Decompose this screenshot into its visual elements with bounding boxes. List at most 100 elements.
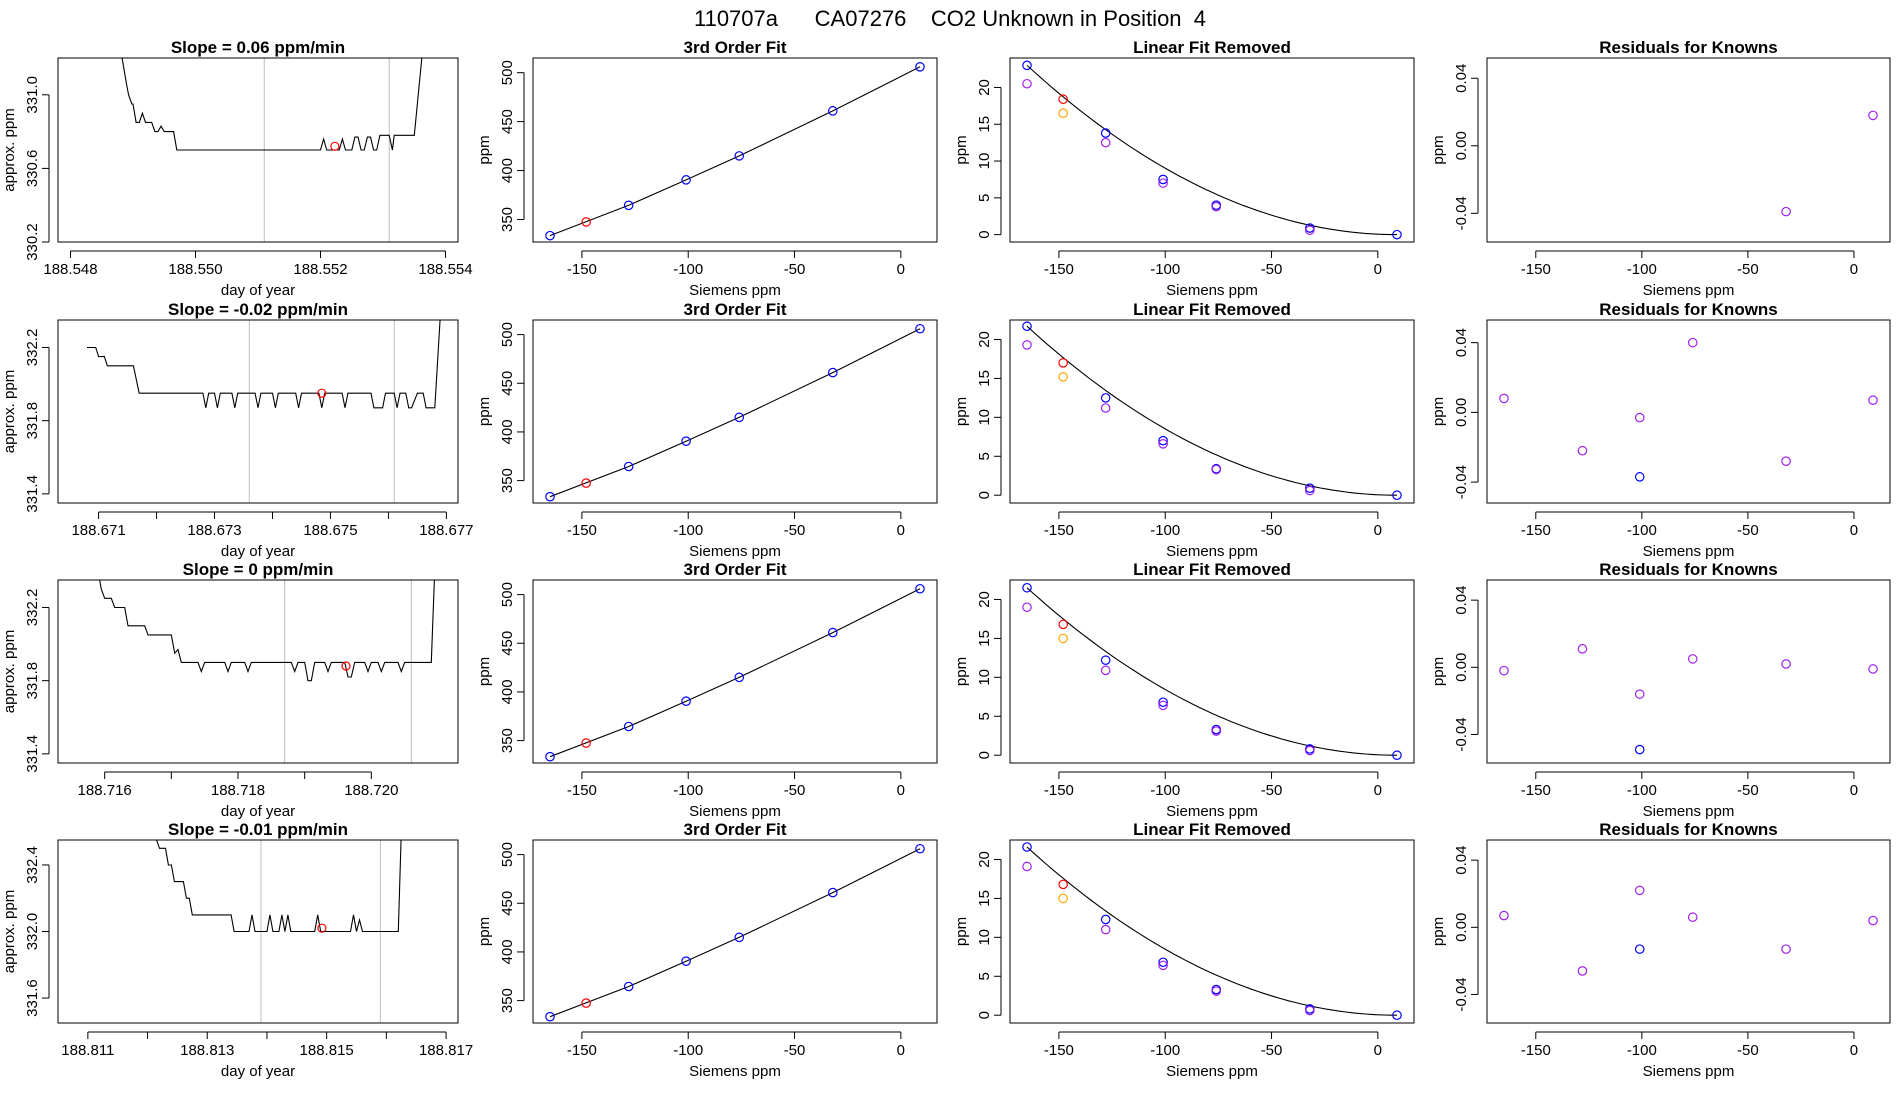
data-point: [1392, 750, 1402, 761]
plot-area: [87, 320, 441, 409]
panel-title: Slope = -0.01 ppm/min: [168, 820, 348, 839]
chart-panel: -150 -100 -50 0 0 5 10 15 20 Linear Fit Removed Si…: [953, 560, 1415, 820]
x-tick-label: -100: [1150, 782, 1180, 799]
plot-frame: [1486, 579, 1891, 764]
data-point: [734, 412, 745, 423]
y-tick-label: 450: [499, 371, 516, 396]
fit-curve: [1026, 325, 1397, 496]
y-tick-label: 500: [499, 60, 516, 85]
data-point: [1499, 665, 1509, 676]
data-point: [1058, 94, 1068, 105]
data-point: [915, 62, 925, 72]
plot-area: [1499, 337, 1878, 482]
data-point: [1022, 321, 1032, 332]
chart-panel: -150 -100 -50 0 0 5 10 15 20 Linear Fit Removed Si…: [953, 38, 1415, 299]
y-tick-label: -0.04: [1453, 465, 1470, 499]
plot-area: [1499, 885, 1878, 976]
panel-title: 3rd Order Fit: [684, 300, 787, 319]
data-point: [915, 583, 925, 594]
x-axis-label: Siemens ppm: [1643, 543, 1735, 560]
data-point: [915, 843, 925, 854]
y-tick-label: 332.2: [24, 329, 41, 367]
panel-title: 3rd Order Fit: [684, 560, 787, 579]
data-point: [681, 175, 691, 185]
x-tick-label: -100: [673, 261, 703, 278]
chart-panel: -150 -100 -50 0 -0.04 0.00 0.04 Residuals for K…: [1430, 820, 1891, 1080]
x-tick-label: 0: [1374, 1042, 1382, 1059]
concentration-trace: [87, 320, 441, 409]
x-tick-label: 188.718: [211, 782, 265, 799]
data-point: [623, 200, 634, 211]
data-point: [623, 721, 634, 732]
y-tick-label: 0.04: [1453, 586, 1470, 615]
data-point: [1634, 472, 1645, 482]
data-point: [1022, 861, 1032, 872]
x-axis-label: day of year: [221, 803, 295, 820]
data-point: [1100, 914, 1111, 925]
data-point: [545, 230, 555, 241]
x-tick-label: 188.677: [419, 522, 473, 539]
x-axis-label: Siemens ppm: [1643, 803, 1735, 820]
y-tick-label: 331.4: [24, 475, 41, 513]
data-point: [1634, 744, 1645, 755]
x-axis-label: day of year: [221, 543, 295, 560]
x-tick-label: 0: [1850, 782, 1858, 799]
y-tick-label: 331.6: [24, 979, 41, 1017]
x-tick-label: 188.550: [168, 261, 222, 278]
y-tick-label: 331.8: [24, 662, 41, 700]
y-axis-label: ppm: [476, 135, 493, 164]
data-point: [1634, 412, 1645, 423]
data-point: [1022, 78, 1032, 89]
y-tick-label: 0.04: [1453, 846, 1470, 875]
x-tick-label: 0: [897, 261, 905, 278]
y-axis-label: approx. ppm: [1, 890, 18, 973]
chart-panel: -150 -100 -50 0 350 400 450 500 3rd Order Fit Sie…: [476, 820, 938, 1080]
y-tick-label: 332.0: [24, 913, 41, 951]
panel-title: 3rd Order Fit: [684, 820, 787, 839]
y-axis-label: approx. ppm: [1, 630, 18, 713]
data-point: [1305, 485, 1315, 496]
concentration-trace: [155, 840, 402, 933]
data-point: [1392, 490, 1402, 501]
x-tick-label: -100: [1150, 522, 1180, 539]
x-tick-label: -100: [1627, 522, 1657, 539]
x-tick-label: -50: [784, 522, 806, 539]
y-tick-label: 500: [499, 582, 516, 607]
data-point: [828, 106, 838, 116]
plot-area: [1022, 842, 1402, 1021]
plot-frame: [1009, 57, 1415, 243]
data-point: [1158, 174, 1168, 185]
x-axis-label: Siemens ppm: [1166, 803, 1258, 820]
plot-area: [1022, 321, 1402, 501]
data-point: [1392, 229, 1402, 240]
chart-panel: -150 -100 -50 0 -0.04 0.00 0.04 Residuals for K…: [1430, 300, 1891, 560]
y-tick-label: 400: [499, 158, 516, 183]
x-tick-label: -150: [1521, 261, 1551, 278]
data-point: [1634, 689, 1645, 699]
data-point: [581, 998, 591, 1008]
y-tick-label: 10: [976, 929, 993, 946]
data-point: [828, 627, 838, 638]
data-point: [1499, 393, 1509, 404]
data-point: [1211, 726, 1222, 736]
x-axis-label: Siemens ppm: [1166, 543, 1258, 560]
x-tick-label: 188.548: [43, 261, 97, 278]
x-tick-label: -50: [784, 1042, 806, 1059]
x-tick-label: 188.671: [71, 522, 125, 539]
y-tick-label: 350: [499, 468, 516, 493]
x-tick-label: 188.552: [293, 261, 347, 278]
x-tick-label: 188.716: [78, 782, 132, 799]
concentration-trace: [99, 580, 435, 682]
x-tick-label: -150: [1044, 782, 1074, 799]
plot-frame: [57, 839, 459, 1024]
x-tick-label: -50: [784, 261, 806, 278]
data-point: [828, 887, 838, 898]
sample-marker: [330, 141, 340, 151]
data-point: [915, 323, 925, 334]
y-tick-label: 5: [976, 972, 993, 980]
fit-curve: [1026, 587, 1397, 756]
y-tick-label: 0.04: [1453, 328, 1470, 357]
x-tick-label: 0: [1850, 261, 1858, 278]
x-tick-label: -50: [1737, 522, 1759, 539]
plot-area: [99, 580, 435, 682]
